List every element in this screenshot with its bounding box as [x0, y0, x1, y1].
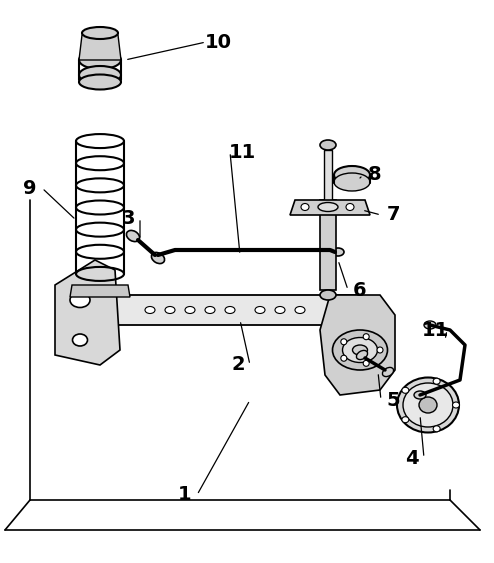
Ellipse shape [332, 248, 344, 256]
Ellipse shape [419, 397, 437, 413]
Polygon shape [320, 200, 336, 290]
Polygon shape [90, 295, 370, 325]
Polygon shape [79, 35, 121, 60]
Polygon shape [55, 260, 120, 365]
Ellipse shape [424, 321, 436, 329]
Ellipse shape [185, 306, 195, 314]
Ellipse shape [79, 74, 121, 90]
Ellipse shape [82, 27, 118, 39]
Ellipse shape [205, 306, 215, 314]
Text: 2: 2 [231, 355, 245, 374]
Text: 4: 4 [405, 449, 419, 467]
Ellipse shape [152, 252, 165, 263]
Ellipse shape [318, 203, 338, 212]
Ellipse shape [301, 203, 309, 211]
Ellipse shape [334, 173, 370, 191]
Ellipse shape [397, 378, 459, 432]
Ellipse shape [353, 345, 368, 355]
Text: 7: 7 [386, 205, 400, 225]
Text: 3: 3 [121, 208, 135, 227]
Ellipse shape [295, 306, 305, 314]
Ellipse shape [126, 230, 140, 242]
Circle shape [341, 339, 347, 345]
Ellipse shape [255, 306, 265, 314]
Text: 8: 8 [368, 166, 382, 185]
Ellipse shape [433, 426, 440, 432]
Ellipse shape [165, 306, 175, 314]
Ellipse shape [79, 66, 121, 84]
Text: 6: 6 [353, 280, 367, 300]
Ellipse shape [433, 378, 440, 384]
Text: 1: 1 [178, 485, 192, 504]
Ellipse shape [357, 350, 368, 360]
Circle shape [341, 355, 347, 361]
Ellipse shape [414, 391, 426, 399]
Polygon shape [320, 295, 395, 395]
Ellipse shape [453, 402, 459, 408]
Ellipse shape [70, 293, 90, 307]
Ellipse shape [79, 51, 121, 69]
Polygon shape [324, 150, 332, 205]
Circle shape [377, 347, 383, 353]
Ellipse shape [320, 140, 336, 150]
Ellipse shape [145, 306, 155, 314]
Ellipse shape [342, 337, 377, 363]
Text: 11: 11 [421, 320, 449, 339]
Circle shape [363, 360, 369, 367]
Text: 10: 10 [205, 33, 232, 51]
Ellipse shape [346, 203, 354, 211]
Ellipse shape [334, 166, 370, 184]
Polygon shape [290, 200, 370, 215]
Ellipse shape [225, 306, 235, 314]
Ellipse shape [402, 417, 409, 423]
Ellipse shape [402, 387, 409, 394]
Ellipse shape [403, 383, 453, 427]
Text: 5: 5 [386, 391, 400, 409]
Ellipse shape [73, 334, 87, 346]
Ellipse shape [320, 290, 336, 300]
Text: 11: 11 [228, 142, 255, 162]
Ellipse shape [275, 306, 285, 314]
Ellipse shape [382, 368, 394, 377]
Circle shape [363, 334, 369, 339]
Text: 9: 9 [23, 178, 37, 198]
Polygon shape [70, 285, 130, 297]
Ellipse shape [332, 330, 387, 370]
